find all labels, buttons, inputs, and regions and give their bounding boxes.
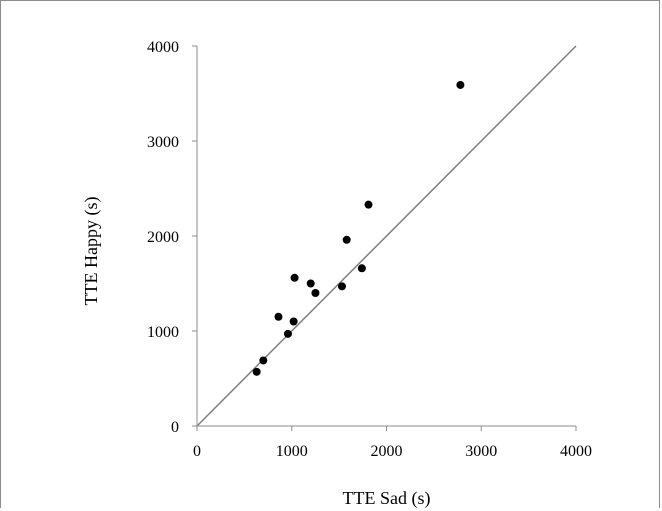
- data-point: [311, 289, 320, 297]
- x-tick-label: 2000: [371, 443, 403, 460]
- data-points: [252, 80, 465, 376]
- data-point: [337, 282, 346, 291]
- x-axis-title: TTE Sad (s): [343, 488, 431, 509]
- axes-layer: [192, 45, 577, 431]
- reference-line-layer: [196, 45, 577, 427]
- y-tick-label: 4000: [147, 39, 179, 56]
- x-tick-label: 1000: [276, 443, 308, 460]
- x-tick-label: 4000: [560, 443, 592, 460]
- y-tick-label: 1000: [147, 324, 179, 341]
- data-point: [290, 273, 299, 282]
- data-point: [364, 200, 373, 209]
- x-tick-label: 3000: [465, 443, 497, 460]
- data-point: [259, 356, 268, 365]
- data-point: [252, 367, 261, 376]
- data-point: [274, 312, 283, 321]
- y-tick-labels: 0 1000 2000 3000 4000: [147, 39, 179, 436]
- y-tick-label: 2000: [147, 229, 179, 246]
- data-point: [357, 264, 366, 273]
- data-point: [342, 235, 351, 244]
- data-point: [283, 329, 292, 338]
- x-tick-labels: 0 1000 2000 3000 4000: [193, 443, 592, 460]
- y-tick-label: 0: [171, 419, 179, 436]
- identity-line: [196, 45, 577, 427]
- data-point: [306, 279, 315, 288]
- data-point: [289, 317, 298, 326]
- x-tick-label: 0: [193, 443, 201, 460]
- data-point: [456, 80, 465, 89]
- y-tick-label: 3000: [147, 134, 179, 151]
- y-axis-title: TTE Happy (s): [81, 197, 102, 306]
